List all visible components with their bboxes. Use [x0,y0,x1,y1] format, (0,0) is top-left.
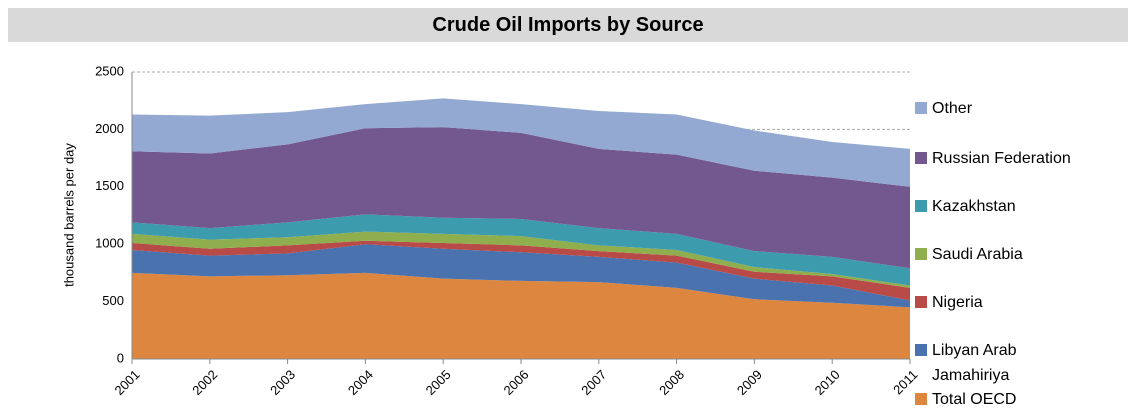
area [132,244,910,308]
y-axis-label: thousand barrels per day [61,143,76,287]
chart-title: Crude Oil Imports by Source [8,8,1128,42]
y-tick-label: 1500 [95,178,124,193]
legend-swatch [915,200,927,212]
legend-swatch [915,344,927,356]
y-tick-label: 500 [102,293,124,308]
y-tick-label: 2500 [95,63,124,78]
y-tick-label: 0 [117,350,124,365]
area [132,127,910,269]
area [132,272,910,359]
legend-swatch [915,102,927,114]
x-tick-label: 2003 [267,367,298,398]
x-tick-label: 2008 [656,367,687,398]
legend-label: Nigeria [932,294,983,311]
x-tick-label: 2002 [189,367,220,398]
legend-label: Kazakhstan [932,198,1016,215]
areas [132,98,910,359]
legend-swatch [915,248,927,260]
y-tick-label: 2000 [95,121,124,136]
y-tick-label: 1000 [95,236,124,251]
x-tick-label: 2006 [500,367,531,398]
area [132,231,910,288]
legend-swatch [915,152,927,164]
x-tick-label: 2010 [812,367,843,398]
x-tick-label: 2007 [578,367,609,398]
legend-label: Saudi Arabia [932,246,1023,263]
area [132,98,910,187]
legend-label: Libyan Arab Jamahiriya [932,342,1017,384]
legend-swatch [915,393,927,405]
legend-swatch [915,296,927,308]
legend-label: Russian Federation [932,150,1071,167]
x-tick-label: 2005 [423,367,454,398]
x-tick-label: 2001 [111,367,142,398]
legend-label: Total OECD [932,391,1017,408]
x-tick-label: 2009 [734,367,765,398]
legend-label: Other [932,100,973,117]
x-tick-label: 2004 [345,367,376,398]
area [132,214,910,286]
